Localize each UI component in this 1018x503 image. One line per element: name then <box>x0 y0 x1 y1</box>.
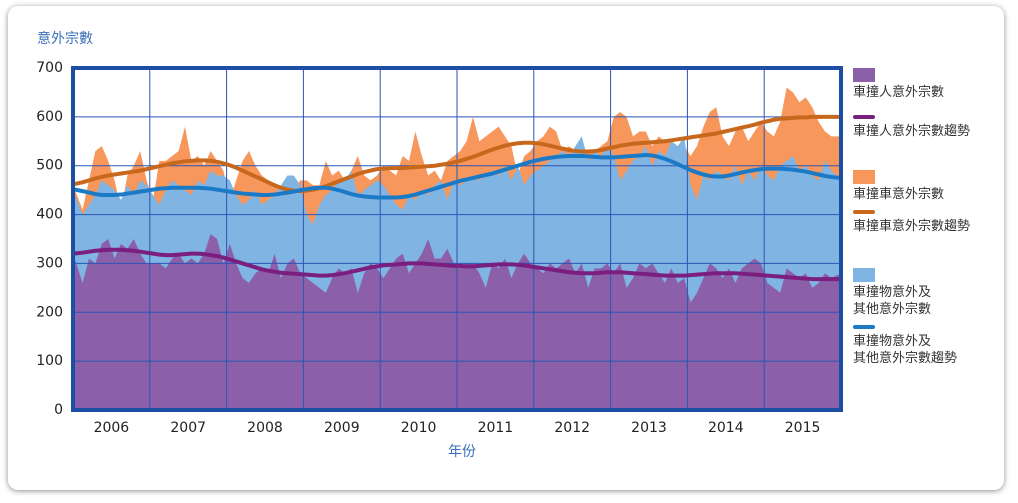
legend-swatch <box>853 68 875 82</box>
legend-entry: 車撞人意外宗數 <box>853 68 1013 101</box>
legend-swatch <box>853 210 875 214</box>
x-tick-label: 2010 <box>401 420 437 436</box>
x-tick-label: 2013 <box>631 420 667 436</box>
trend-line <box>72 114 841 194</box>
trend-line <box>72 247 841 282</box>
legend-label: 車撞物意外及 其他意外宗數趨勢 <box>853 334 958 366</box>
x-tick-label: 2015 <box>785 420 821 436</box>
y-tick-label: 0 <box>54 402 63 418</box>
legend-swatch <box>853 170 875 184</box>
legend-label: 車撞人意外宗數 <box>853 85 945 100</box>
x-tick-label: 2007 <box>170 420 206 436</box>
trend-line <box>72 152 842 200</box>
legend-label: 車撞車意外宗數趨勢 <box>853 219 971 234</box>
legend-swatch <box>853 115 875 119</box>
y-tick-label: 500 <box>36 158 63 174</box>
legend-entry: 車撞人意外宗數趨勢 <box>853 112 1013 140</box>
plot-frame <box>71 66 843 412</box>
y-tick-label: 200 <box>36 304 63 320</box>
y-tick-label: 100 <box>36 353 63 369</box>
legend-swatch <box>853 325 875 329</box>
x-tick-label: 2014 <box>708 420 744 436</box>
legend-entry: 車撞車意外宗數趨勢 <box>853 207 1013 235</box>
legend-swatch <box>853 268 875 282</box>
legend-entry: 車撞物意外及 其他意外宗數趨勢 <box>853 322 1013 367</box>
y-tick-label: 400 <box>36 207 63 223</box>
y-tick-label: 300 <box>36 255 63 271</box>
y-tick-label: 600 <box>36 109 63 125</box>
legend-label: 車撞人意外宗數趨勢 <box>853 124 971 139</box>
legend-label: 車撞車意外宗數 <box>853 187 945 202</box>
legend-entry: 車撞車意外宗數 <box>853 170 1013 203</box>
x-tick-label: 2009 <box>324 420 360 436</box>
legend-entry: 車撞物意外及 其他意外宗數 <box>853 268 1013 318</box>
x-tick-label: 2006 <box>94 420 130 436</box>
x-tick-label: 2012 <box>554 420 590 436</box>
x-tick-label: 2011 <box>478 420 514 436</box>
x-tick-label: 2008 <box>247 420 283 436</box>
y-tick-label: 700 <box>36 60 63 76</box>
chart-title: 意外宗數 <box>37 30 93 47</box>
legend-label: 車撞物意外及 其他意外宗數 <box>853 285 932 317</box>
x-axis-label: 年份 <box>448 444 476 460</box>
